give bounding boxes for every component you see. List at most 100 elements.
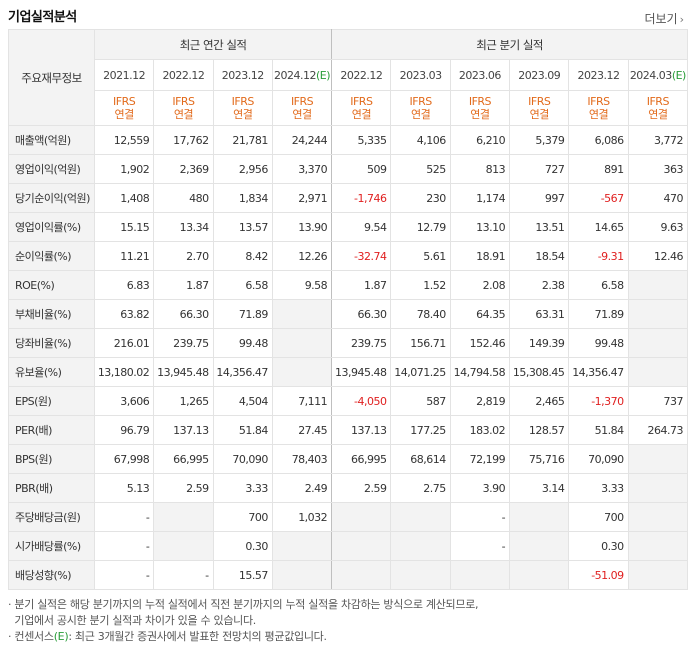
ifrs-label: IFRS (528, 95, 551, 108)
table-cell: 63.82 (93, 299, 155, 329)
row-label: 당좌비율(%) (8, 328, 95, 358)
table-cell: 14,356.47 (568, 357, 629, 387)
row-label: 순이익률(%) (8, 241, 95, 271)
row-label: 배당성향(%) (8, 560, 95, 590)
estimate-mark: (E) (671, 68, 687, 82)
ifrs-label: IFRS (172, 95, 195, 108)
table-row: 매출액(억원) 12,559 17,762 21,781 24,244 5,335 4,10… (8, 125, 689, 155)
consolidated-label: 연결 (114, 108, 135, 121)
table-cell: 70,090 (568, 444, 629, 474)
table-cell (390, 560, 451, 590)
table-cell: 5.13 (93, 473, 155, 503)
note-line-3: · 컨센서스(E): 최근 3개월간 증권사에서 발표한 전망치의 평균값입니다… (8, 629, 478, 645)
table-cell: 3,370 (271, 154, 333, 184)
row-label: 부채비율(%) (8, 299, 95, 329)
table-cell: - (93, 502, 155, 532)
table-cell: 0.30 (568, 531, 629, 561)
table-cell: 587 (390, 386, 451, 416)
table-row: 당기순이익(억원) 1,408 480 1,834 2,971 -1,746 230 1,17… (8, 183, 689, 213)
consolidated-label: 연결 (173, 108, 194, 121)
table-cell: 13.51 (509, 212, 570, 242)
table-cell: 727 (509, 154, 570, 184)
ifrs-header: IFRS 연결 (568, 90, 629, 126)
table-cell: 96.79 (93, 415, 155, 445)
table-cell: 66,995 (331, 444, 392, 474)
table-cell (449, 560, 511, 590)
table-cell: 1,174 (449, 183, 511, 213)
consolidated-label: 연결 (351, 108, 372, 121)
table-cell: 18.54 (509, 241, 570, 271)
table-cell: 2,465 (509, 386, 570, 416)
table-cell: 99.48 (568, 328, 629, 358)
table-cell (509, 502, 570, 532)
table-cell (627, 444, 689, 474)
table-cell: 509 (331, 154, 392, 184)
table-cell: 12.79 (390, 212, 451, 242)
table-cell: 64.35 (449, 299, 511, 329)
table-cell: 14,071.25 (390, 357, 451, 387)
table-cell: 137.13 (153, 415, 214, 445)
table-cell: - (93, 531, 155, 561)
table-cell: 13,945.48 (331, 357, 392, 387)
note-consensus-label: · 컨센서스 (8, 630, 54, 643)
table-cell (153, 502, 214, 532)
quarter-period-header: 2023.09 (509, 59, 570, 91)
more-link[interactable]: 더보기 › (644, 10, 684, 27)
consolidated-label: 연결 (233, 108, 253, 121)
table-cell: 1,834 (212, 183, 273, 213)
table-cell: 17,762 (153, 125, 214, 155)
table-cell: -51.09 (568, 560, 629, 590)
table-cell: 21,781 (212, 125, 273, 155)
table-cell (509, 560, 570, 590)
consolidated-label: 연결 (292, 108, 312, 121)
table-row: 순이익률(%) 11.21 2.70 8.42 12.26 -32.74 5.61 18.91… (8, 241, 689, 271)
consolidated-label: 연결 (411, 108, 431, 121)
table-cell: 3.33 (212, 473, 273, 503)
table-cell: 15.57 (212, 560, 273, 590)
table-cell: 891 (568, 154, 629, 184)
table-cell (271, 357, 333, 387)
table-cell: 14,356.47 (212, 357, 273, 387)
table-cell (390, 502, 451, 532)
table-cell: 156.71 (390, 328, 451, 358)
table-row: 영업이익률(%) 15.15 13.34 13.57 13.90 9.54 12.79 13.… (8, 212, 689, 242)
period-label: 2023.06 (458, 68, 502, 82)
table-cell: 264.73 (627, 415, 689, 445)
chevron-right-icon: › (679, 13, 684, 26)
table-cell: -32.74 (331, 241, 392, 271)
table-cell: 2.59 (331, 473, 392, 503)
table-cell: 24,244 (271, 125, 333, 155)
table-cell: 51.84 (212, 415, 273, 445)
table-cell: 3.90 (449, 473, 511, 503)
ifrs-label: IFRS (113, 95, 136, 108)
period-label: 2024.03 (629, 68, 673, 82)
table-cell: 230 (390, 183, 451, 213)
table-cell (509, 531, 570, 561)
table-cell: 3.33 (568, 473, 629, 503)
table-cell: 2.38 (509, 270, 570, 300)
table-cell: 700 (568, 502, 629, 532)
table-cell: 78.40 (390, 299, 451, 329)
period-label: 2023.12 (221, 68, 265, 82)
table-cell: 2,819 (449, 386, 511, 416)
table-row: 영업이익(억원) 1,902 2,369 2,956 3,370 509 525 813 727… (8, 154, 689, 184)
table-cell: 66.30 (153, 299, 214, 329)
ifrs-label: IFRS (646, 95, 670, 108)
table-row: 부채비율(%) 63.82 66.30 71.89 66.30 78.40 64.35 63.… (8, 299, 689, 329)
table-cell: 51.84 (568, 415, 629, 445)
table-cell: 2.49 (271, 473, 333, 503)
table-cell (331, 502, 392, 532)
table-cell: 66,995 (153, 444, 214, 474)
table-cell: 1.87 (331, 270, 392, 300)
table-cell: 137.13 (331, 415, 392, 445)
annual-period-header: 2024.12(E) (271, 59, 333, 91)
quarter-group-header: 최근 분기 실적 (331, 29, 688, 60)
row-label: 주당배당금(원) (8, 502, 95, 532)
table-cell: 2.08 (449, 270, 511, 300)
ifrs-header: IFRS 연결 (153, 90, 214, 126)
table-cell: 8.42 (212, 241, 273, 271)
table-cell: 152.46 (449, 328, 511, 358)
note-consensus-text: : 최근 3개월간 증권사에서 발표한 전망치의 평균값입니다. (68, 630, 327, 643)
table-row: 배당성향(%) - -15.57 -51.09 (8, 560, 689, 590)
table-cell (271, 299, 333, 329)
